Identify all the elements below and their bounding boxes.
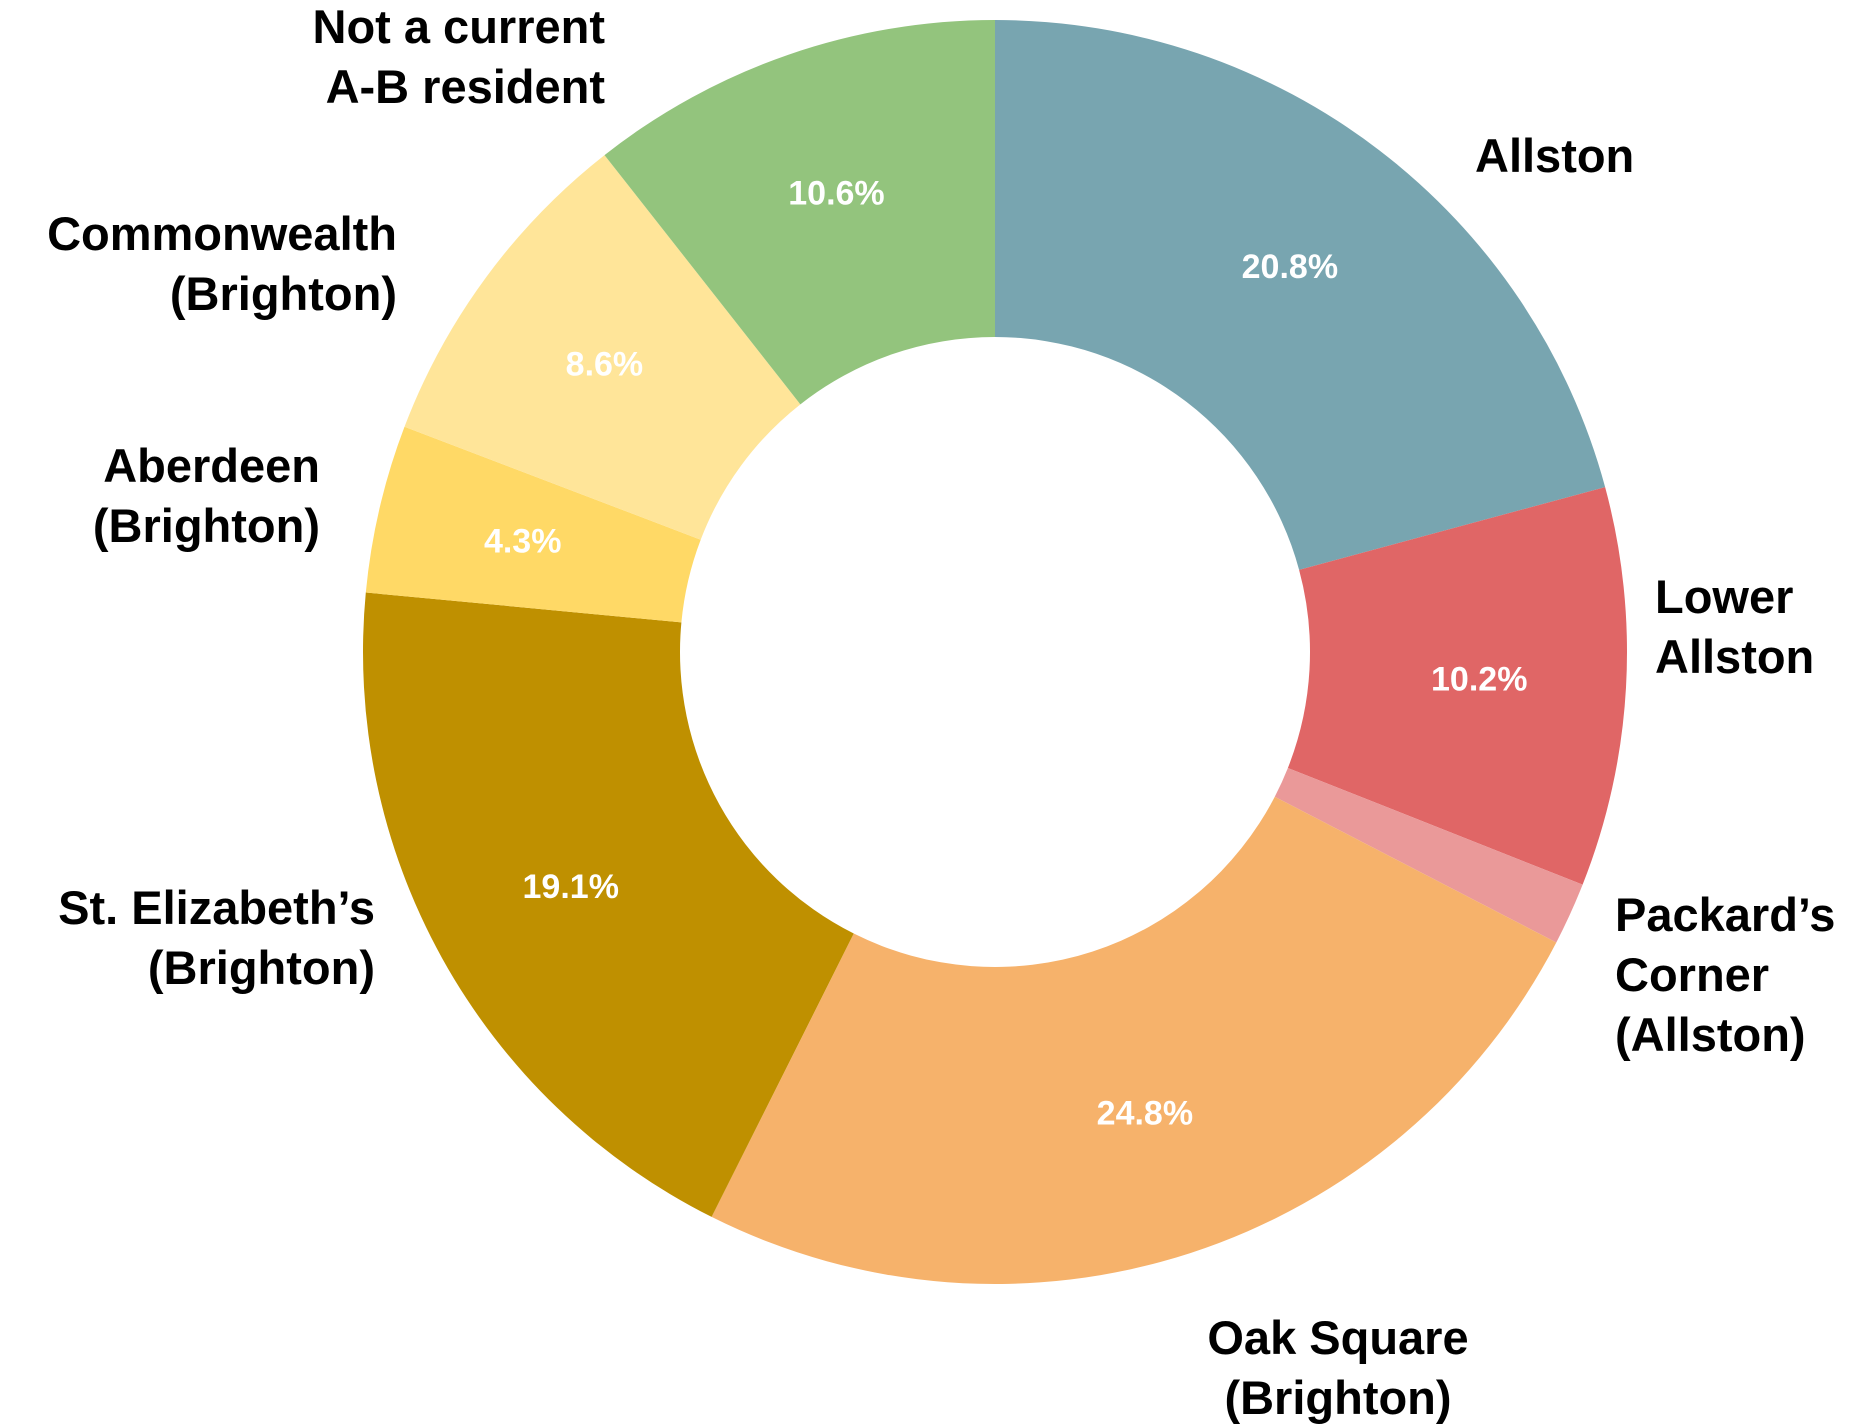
category-label-line: Allston xyxy=(1475,129,1634,182)
category-label-line: Not a current xyxy=(313,0,606,53)
slice-1 xyxy=(1287,487,1628,885)
slice-3-category-label: Oak Square (Brighton) xyxy=(1207,1311,1468,1424)
slice-7-category-label: Not a current A-B resident xyxy=(313,0,606,113)
slice-4-value-label: 19.1% xyxy=(523,868,619,906)
slice-6-category-label: Commonwealth (Brighton) xyxy=(47,207,397,320)
slice-5-value-label: 4.3% xyxy=(484,523,562,561)
slices-layer xyxy=(362,20,1628,1284)
category-label-line: Corner xyxy=(1615,948,1769,1001)
slice-2 xyxy=(1274,767,1583,943)
slice-6 xyxy=(404,155,801,540)
slice-6-value-label: 8.6% xyxy=(566,345,644,383)
category-label-line: Commonwealth xyxy=(47,207,397,260)
category-label-line: (Allston) xyxy=(1615,1008,1806,1061)
category-label-line: A-B resident xyxy=(326,60,606,113)
category-labels: Allston Lower Allston Packard’s Corner (Allst… xyxy=(47,0,1835,1424)
slice-0-value-label: 20.8% xyxy=(1242,248,1338,286)
slice-0-category-label: Allston xyxy=(1475,129,1634,182)
category-label-line: Aberdeen xyxy=(103,439,320,492)
category-label-line: Lower xyxy=(1655,570,1793,623)
slice-7-value-label: 10.6% xyxy=(788,175,884,213)
slice-7 xyxy=(604,20,995,405)
slice-3-value-label: 24.8% xyxy=(1097,1094,1193,1132)
slice-4-category-label: St. Elizabeth’s (Brighton) xyxy=(58,881,375,994)
slice-1-category-label: Lower Allston xyxy=(1655,570,1814,683)
category-label-line: St. Elizabeth’s xyxy=(58,881,375,934)
category-label-line: (Brighton) xyxy=(148,941,375,994)
category-label-line: Packard’s xyxy=(1615,888,1835,941)
category-label-line: Allston xyxy=(1655,630,1814,683)
slice-3 xyxy=(711,796,1557,1284)
category-label-line: (Brighton) xyxy=(170,267,397,320)
slice-1-value-label: 10.2% xyxy=(1431,660,1527,698)
category-label-line: (Brighton) xyxy=(1224,1371,1451,1424)
category-label-line: Oak Square xyxy=(1207,1311,1468,1364)
slice-5 xyxy=(365,426,701,623)
slice-2-category-label: Packard’s Corner (Allston) xyxy=(1615,888,1835,1061)
slice-4 xyxy=(362,592,854,1217)
slice-0 xyxy=(995,20,1606,570)
category-label-line: (Brighton) xyxy=(93,499,320,552)
percentage-labels: 20.8% 10.2% 24.8% 19.1% 4.3% 8.6% 10.6% xyxy=(484,175,1527,1133)
slice-5-category-label: Aberdeen (Brighton) xyxy=(93,439,320,552)
